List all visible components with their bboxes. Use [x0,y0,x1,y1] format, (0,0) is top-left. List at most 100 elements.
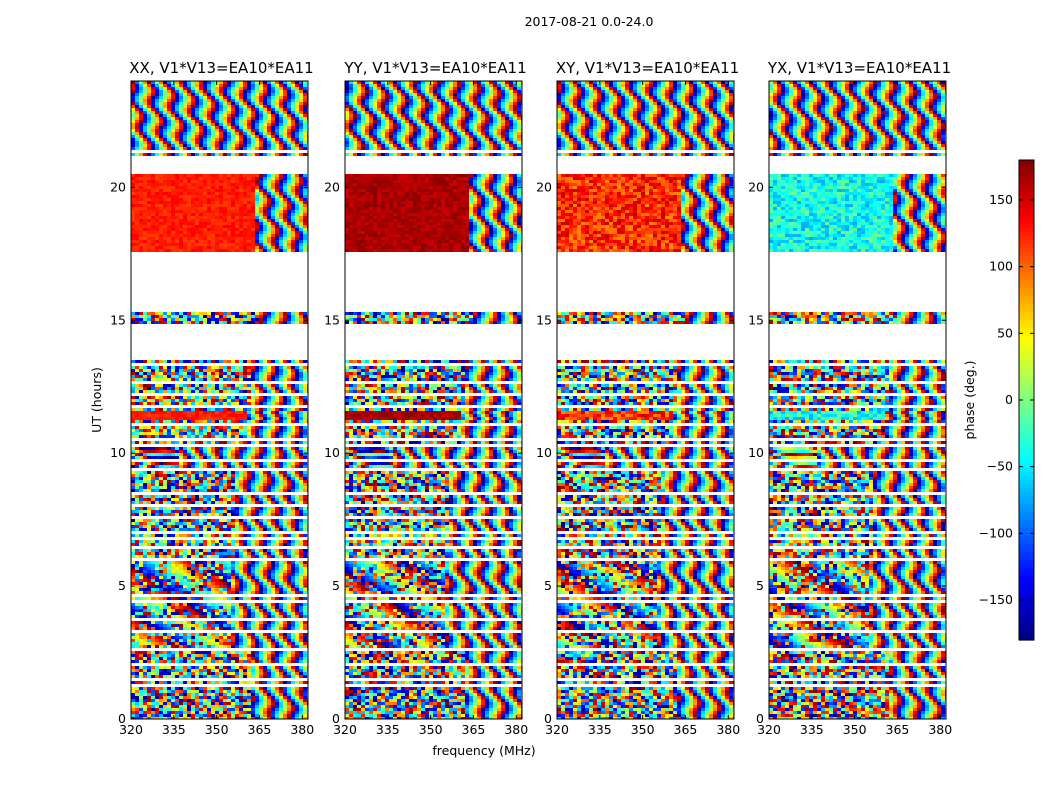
colorbar-swatch [1019,332,1034,337]
colorbar-swatch [1019,384,1034,389]
colorbar-swatch [1019,552,1034,557]
colorbar-swatch [1019,536,1034,541]
colorbar-swatch [1019,556,1034,561]
colorbar-swatch [1019,528,1034,533]
panels: XX, V1*V13=EA10*EA11 320 335 350 365 380 0 5 10 1… [110,59,952,737]
x-tick-label: 350 [843,722,867,737]
x-tick-label: 365 [886,722,910,737]
y-tick-label: 5 [756,578,764,593]
colorbar-swatch [1019,328,1034,333]
y-tick-label: 10 [110,445,126,460]
colorbar-swatch [1019,188,1034,193]
colorbar-swatch [1019,388,1034,393]
colorbar-swatch [1019,428,1034,433]
colorbar-swatch [1019,296,1034,301]
colorbar-swatch [1019,520,1034,525]
colorbar-swatch [1019,340,1034,345]
colorbar-swatch [1019,204,1034,209]
x-tick-label: 365 [462,722,486,737]
colorbar-swatch [1019,192,1034,197]
x-tick-label: 320 [545,722,569,737]
panel-title: XY, V1*V13=EA10*EA11 [556,59,739,77]
phase-image [345,81,522,719]
colorbar-swatch [1019,348,1034,353]
colorbar-swatch [1019,484,1034,489]
colorbar-swatch [1019,372,1034,377]
colorbar-swatch [1019,228,1034,233]
x-tick-label: 380 [716,722,740,737]
colorbar-swatch [1019,448,1034,453]
x-tick-label: 350 [205,722,229,737]
panel-title: YY, V1*V13=EA10*EA11 [343,59,526,77]
colorbar-swatch [1019,320,1034,325]
colorbar-tick-label: 0 [1005,392,1013,407]
colorbar-swatch [1019,168,1034,173]
panel-frame [344,80,523,720]
colorbar-swatch [1019,312,1034,317]
colorbar-swatch [1019,496,1034,501]
colorbar-swatch [1019,636,1034,641]
panel-title: XX, V1*V13=EA10*EA11 [129,59,313,77]
y-tick-label: 10 [536,445,552,460]
colorbar-swatch [1019,300,1034,305]
colorbar-swatch [1019,504,1034,509]
y-tick-label: 10 [324,445,340,460]
colorbar-swatch [1019,580,1034,585]
x-tick-label: 365 [674,722,698,737]
panel-2: XY, V1*V13=EA10*EA11 320 335 350 365 380 0 5 10 1… [536,59,740,737]
colorbar-swatch [1019,472,1034,477]
colorbar-swatch [1019,224,1034,229]
colorbar-swatch [1019,560,1034,565]
x-tick-label: 380 [504,722,528,737]
x-tick-label: 320 [757,722,781,737]
colorbar-swatch [1019,568,1034,573]
colorbar-swatch [1019,220,1034,225]
colorbar-tick-label: −100 [979,525,1013,540]
x-tick-label: 335 [162,722,186,737]
colorbar-swatch [1019,260,1034,265]
colorbar-swatch [1019,216,1034,221]
y-tick-label: 0 [756,711,764,726]
colorbar-swatch [1019,588,1034,593]
colorbar-swatch [1019,180,1034,185]
colorbar-swatch [1019,576,1034,581]
y-tick-label: 20 [536,179,552,194]
x-tick-label: 320 [333,722,357,737]
colorbar-swatch [1019,600,1034,605]
x-tick-label: 380 [928,722,952,737]
colorbar-swatch [1019,252,1034,257]
panel-0: XX, V1*V13=EA10*EA11 320 335 350 365 380 0 5 10 1… [110,59,314,737]
colorbar-swatch [1019,632,1034,637]
colorbar-swatch [1019,392,1034,397]
colorbar-swatch [1019,160,1034,165]
x-tick-label: 335 [376,722,400,737]
colorbar-swatch [1019,424,1034,429]
colorbar-swatch [1019,240,1034,245]
colorbar-swatch [1019,620,1034,625]
colorbar-swatch [1019,440,1034,445]
y-axis-label: UT (hours) [89,367,104,433]
y-tick-label: 0 [118,711,126,726]
colorbar-swatch [1019,272,1034,277]
colorbar-swatch [1019,444,1034,449]
colorbar-swatch [1019,608,1034,613]
colorbar-swatch [1019,572,1034,577]
colorbar-swatch [1019,184,1034,189]
colorbar-swatch [1019,492,1034,497]
panel-title: YX, V1*V13=EA10*EA11 [767,59,951,77]
y-tick-label: 5 [332,578,340,593]
colorbar-swatch [1019,336,1034,341]
colorbar-swatch [1019,376,1034,381]
y-tick-label: 5 [544,578,552,593]
colorbar-swatch [1019,208,1034,213]
y-tick-label: 20 [110,179,126,194]
x-axis-label: frequency (MHz) [432,743,535,758]
colorbar-swatch [1019,396,1034,401]
colorbar-swatch [1019,288,1034,293]
colorbar-swatch [1019,268,1034,273]
colorbar-swatch [1019,500,1034,505]
colorbar-swatch [1019,308,1034,313]
colorbar-swatch [1019,540,1034,545]
colorbar-swatch [1019,364,1034,369]
